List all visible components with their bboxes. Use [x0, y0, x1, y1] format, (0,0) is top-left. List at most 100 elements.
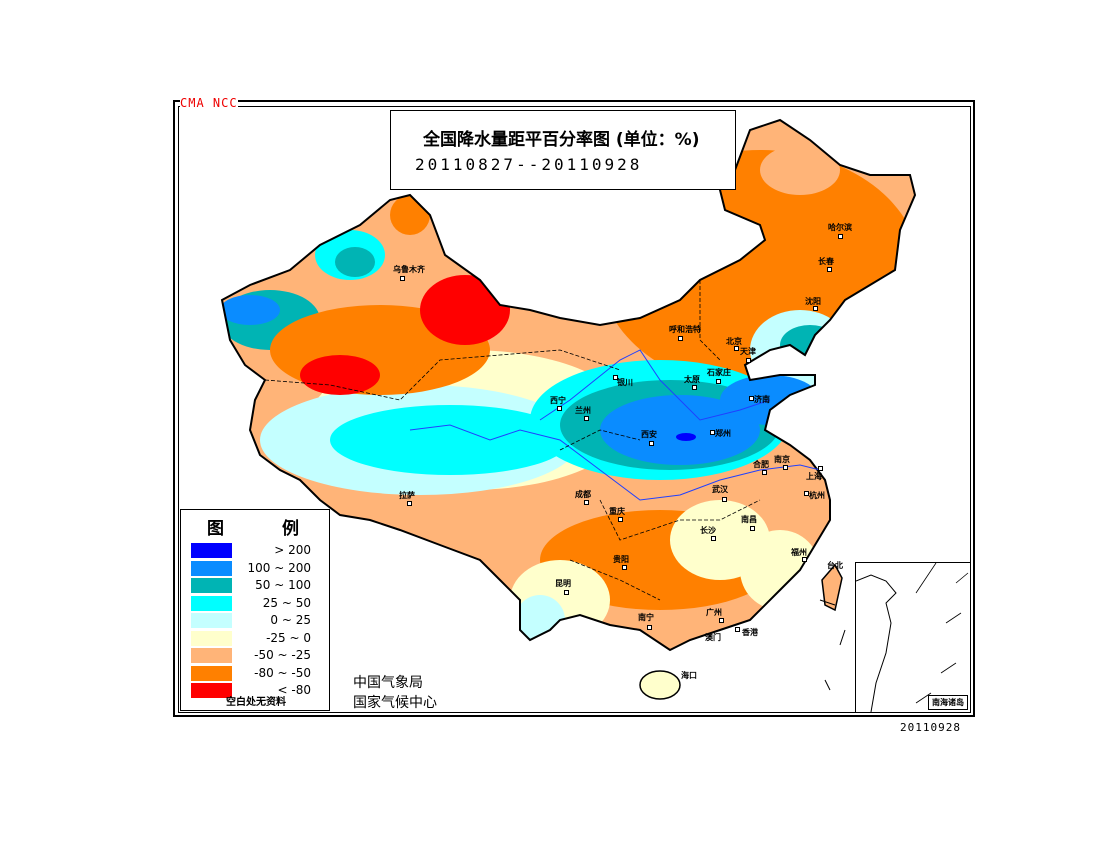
city-marker — [613, 375, 618, 380]
city-marker — [827, 267, 832, 272]
org-name-cma: 中国气象局 — [353, 675, 423, 691]
map-inner-frame — [178, 106, 971, 713]
legend-swatch — [191, 543, 232, 558]
city-label: 呼和浩特 — [669, 325, 701, 334]
map-title: 全国降水量距平百分率图 (单位：%) — [423, 130, 700, 150]
city-label: 拉萨 — [399, 491, 415, 500]
legend-item: 100 ~ 200 — [191, 561, 321, 576]
city-marker — [813, 306, 818, 311]
city-label: 台北 — [827, 561, 843, 570]
city-marker — [750, 526, 755, 531]
coastline-marks — [819, 599, 846, 691]
legend-label: 100 ~ 200 — [247, 561, 312, 575]
city-marker — [400, 276, 405, 281]
city-label: 杭州 — [809, 491, 825, 500]
title-box: 全国降水量距平百分率图 (单位：%) 20110827--20110928 — [390, 110, 736, 190]
city-marker — [647, 625, 652, 630]
city-marker — [649, 441, 654, 446]
city-marker — [734, 346, 739, 351]
legend-item: -25 ~ 0 — [191, 631, 321, 646]
legend-item: 0 ~ 25 — [191, 613, 321, 628]
city-marker — [622, 565, 627, 570]
legend-item: -50 ~ -25 — [191, 648, 321, 663]
legend-swatch — [191, 561, 232, 576]
legend-item: 50 ~ 100 — [191, 578, 321, 593]
city-marker — [719, 618, 724, 623]
city-label: 南昌 — [741, 515, 757, 524]
hainan-island — [639, 670, 681, 700]
city-label: 长春 — [818, 257, 834, 266]
city-marker — [407, 501, 412, 506]
city-label: 合肥 — [753, 460, 769, 469]
city-label: 南宁 — [638, 613, 654, 622]
city-marker — [716, 379, 721, 384]
legend-title: 图 例 — [207, 519, 325, 539]
city-label: 长沙 — [700, 526, 716, 535]
city-marker — [818, 466, 823, 471]
yellow-river — [539, 349, 771, 421]
city-label: 银川 — [617, 378, 633, 387]
city-marker — [838, 234, 843, 239]
city-label: 香港 — [742, 628, 758, 637]
city-marker — [735, 627, 740, 632]
city-marker — [692, 385, 697, 390]
map-period: 20110827--20110928 — [415, 155, 643, 174]
legend-label: < -80 — [277, 683, 311, 697]
legend-swatch — [191, 596, 232, 611]
legend-swatch — [191, 683, 232, 698]
legend-item: > 200 — [191, 543, 321, 558]
city-label: 上海 — [806, 472, 822, 481]
legend-label: -80 ~ -50 — [254, 666, 311, 680]
legend-label: 0 ~ 25 — [270, 613, 311, 627]
city-label: 兰州 — [575, 406, 591, 415]
city-label: 广州 — [706, 608, 722, 617]
city-label: 北京 — [726, 337, 742, 346]
yangtze-river — [409, 424, 821, 501]
city-marker — [618, 517, 623, 522]
city-marker — [804, 491, 809, 496]
city-label: 武汉 — [712, 485, 728, 494]
legend: 图 例 > 200 100 ~ 200 50 ~ 100 25 ~ 50 0 ~… — [180, 509, 330, 711]
city-label: 济南 — [754, 395, 770, 404]
legend-item: 25 ~ 50 — [191, 596, 321, 611]
city-label: 沈阳 — [805, 297, 821, 306]
city-label: 天津 — [740, 347, 756, 356]
city-label: 乌鲁木齐 — [393, 265, 425, 274]
taiwan-island — [821, 563, 843, 612]
province-borders — [264, 280, 761, 601]
city-label: 南京 — [774, 455, 790, 464]
legend-swatch — [191, 578, 232, 593]
national-border — [220, 118, 917, 652]
legend-item: -80 ~ -50 — [191, 666, 321, 681]
inset-label: 南海诸岛 — [928, 695, 968, 710]
city-label: 贵阳 — [613, 555, 629, 564]
legend-swatch — [191, 613, 232, 628]
legend-swatch — [191, 648, 232, 663]
inset-map — [855, 562, 969, 713]
city-label: 昆明 — [555, 579, 571, 588]
legend-label: -50 ~ -25 — [254, 648, 311, 662]
issue-date: 20110928 — [900, 721, 961, 734]
city-label: 澳门 — [705, 633, 721, 642]
city-label: 西宁 — [550, 396, 566, 405]
city-marker — [783, 465, 788, 470]
city-label: 太原 — [684, 375, 700, 384]
city-marker — [564, 590, 569, 595]
legend-label: 50 ~ 100 — [255, 578, 311, 592]
city-marker — [762, 470, 767, 475]
city-label: 石家庄 — [707, 368, 731, 377]
city-label: 哈尔滨 — [828, 223, 852, 232]
city-marker — [557, 406, 562, 411]
legend-label: 25 ~ 50 — [262, 596, 311, 610]
legend-item: < -80 — [191, 683, 321, 698]
city-label: 福州 — [791, 548, 807, 557]
legend-label: > 200 — [274, 543, 311, 557]
city-label: 郑州 — [715, 429, 731, 438]
legend-swatch — [191, 631, 232, 646]
legend-swatch — [191, 666, 232, 681]
city-marker — [678, 336, 683, 341]
south-china-sea-inset: 南海诸岛 — [855, 562, 971, 713]
city-marker — [749, 396, 754, 401]
city-marker — [746, 358, 751, 363]
